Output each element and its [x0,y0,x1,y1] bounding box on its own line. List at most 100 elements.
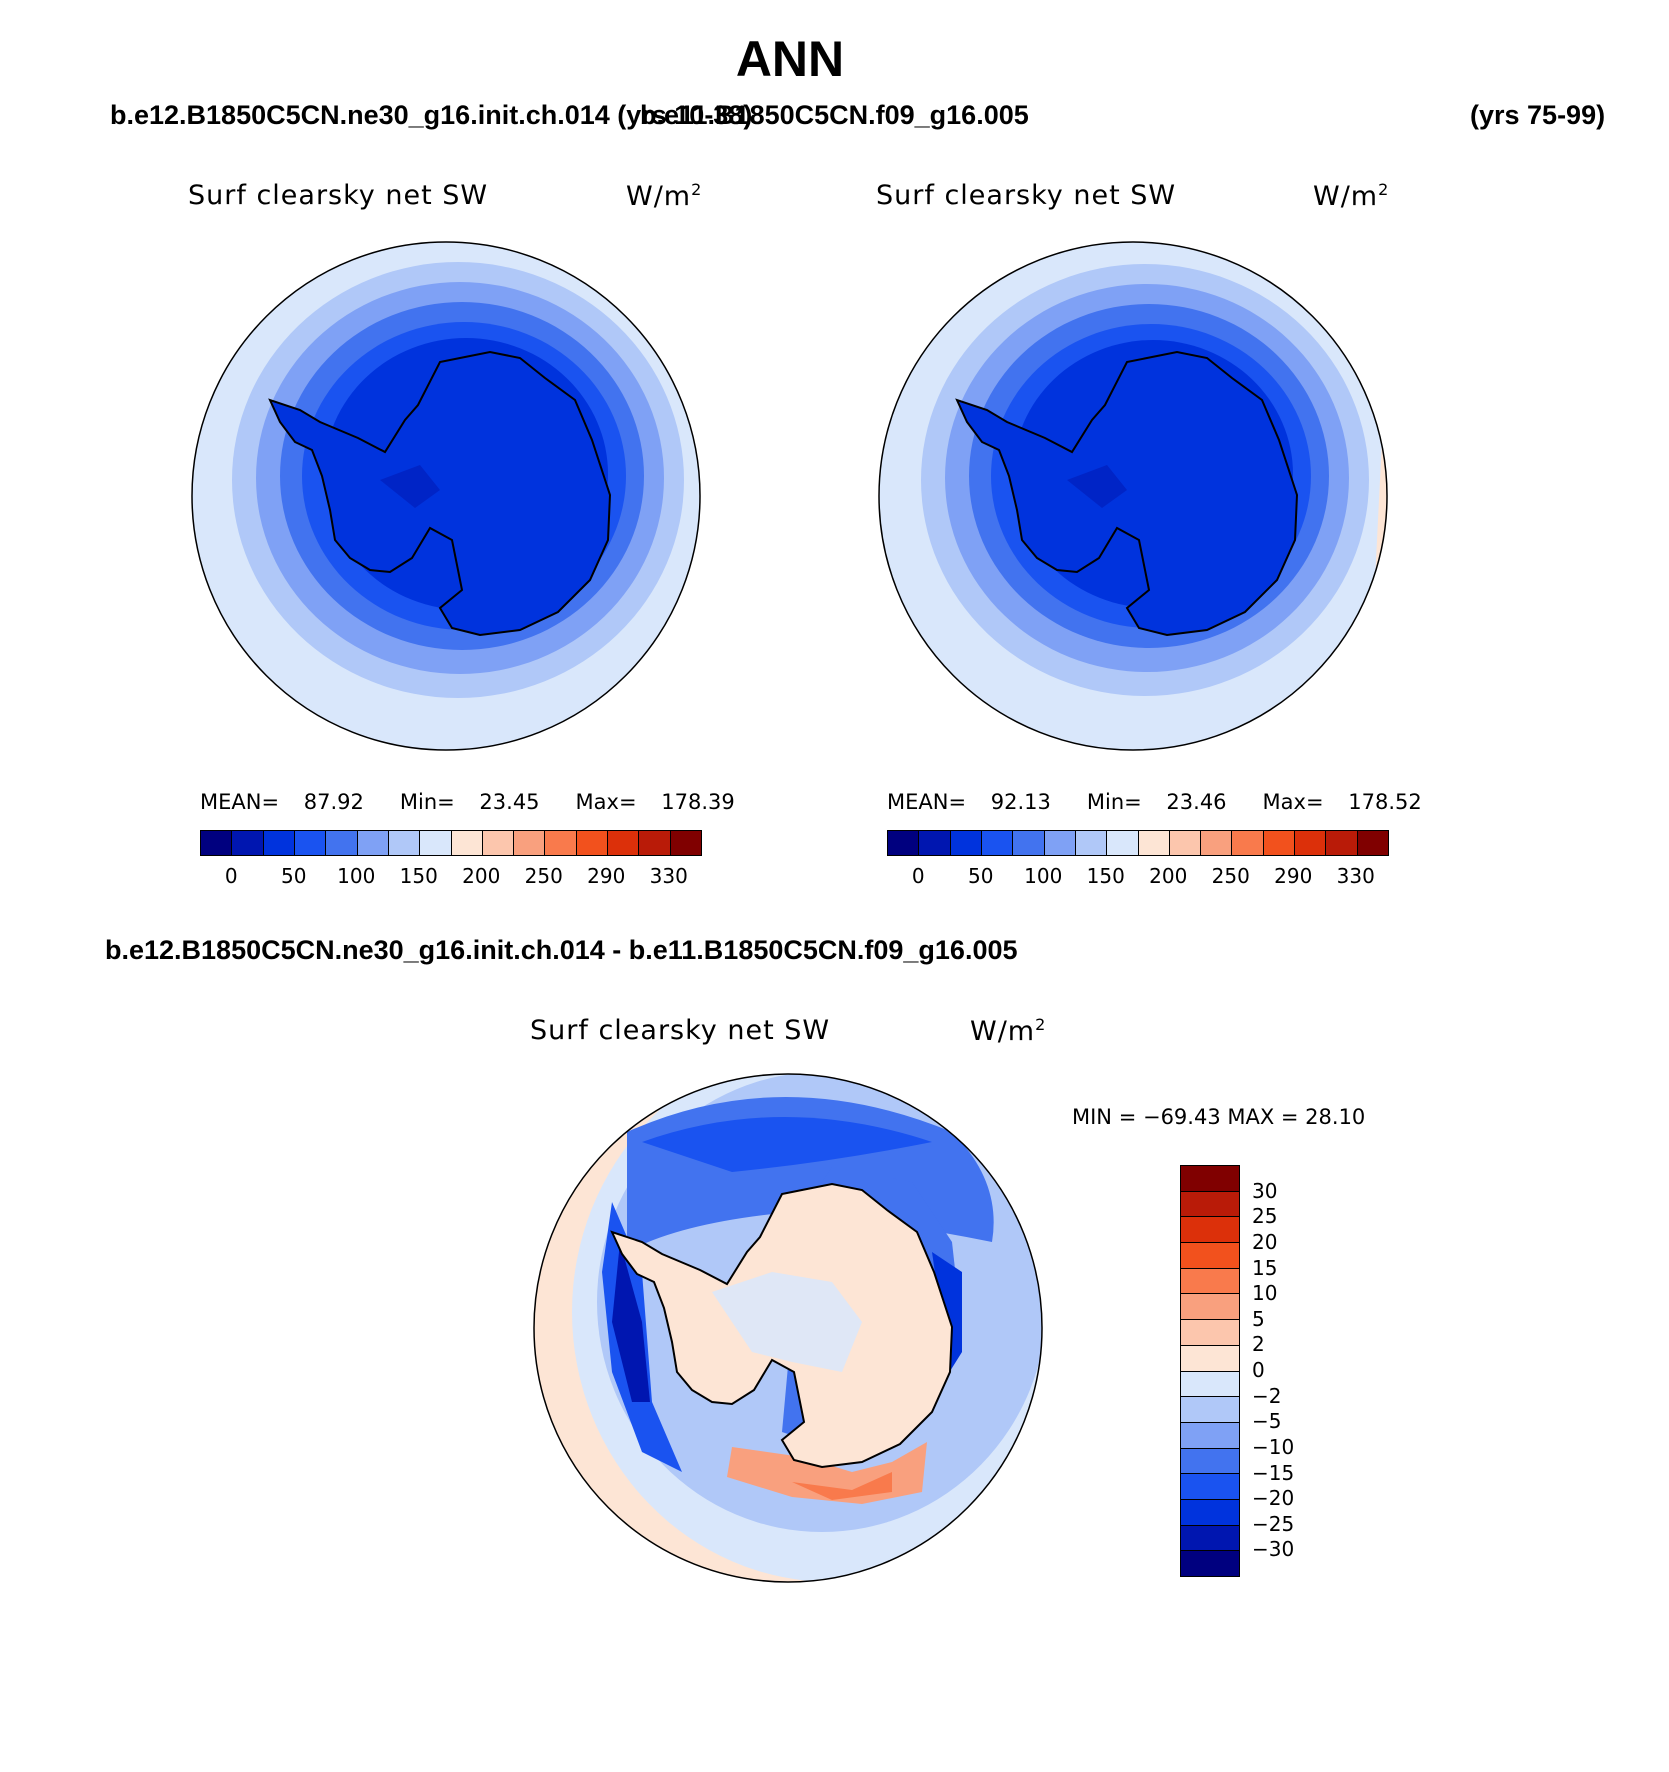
colorbar-swatch [1181,1474,1239,1500]
colorbar-swatch [294,831,327,855]
colorbar-tick-label: 2 [1252,1332,1265,1357]
colorbar-tick-label: −15 [1252,1460,1295,1485]
colorbar-swatch [326,831,358,855]
colorbar-swatch [1181,1397,1239,1423]
colorbar-swatch [888,831,920,855]
colorbar-swatch [1181,1422,1239,1449]
panel1-units: W/m2 [626,180,703,212]
colorbar-tick-label: 330 [1336,864,1375,888]
colorbar-swatch [1181,1320,1239,1346]
colorbar-swatch [201,831,233,855]
colorbar-swatch [388,831,421,855]
colorbar-swatch [1181,1217,1239,1244]
colorbar-swatch [451,831,483,855]
colorbar-tick-label: 25 [1252,1204,1278,1229]
colorbar-swatch [639,831,671,855]
colorbar-tick-label: 10 [1252,1281,1278,1306]
panel2-colorbar [887,830,1389,856]
panel1-colorbar [200,830,702,856]
colorbar-swatch [1181,1371,1239,1398]
colorbar-tick-label: 0 [224,864,238,888]
colorbar-swatch [576,831,609,855]
diff-minmax: MIN = −69.43 MAX = 28.10 [1072,1105,1366,1129]
colorbar-tick-label: 250 [524,864,563,888]
diff-map [533,1073,1043,1583]
colorbar-tick-label: 20 [1252,1229,1278,1254]
colorbar-swatch [981,831,1014,855]
diff-units: W/m2 [970,1015,1047,1047]
colorbar-swatch [1013,831,1045,855]
colorbar-swatch [919,831,951,855]
colorbar-tick-label: 5 [1252,1306,1265,1331]
colorbar-swatch [232,831,264,855]
panel1-antarctica-outline [268,350,612,637]
colorbar-tick-label: 250 [1211,864,1250,888]
colorbar-tick-label: 200 [1149,864,1188,888]
colorbar-tick-label: 0 [911,864,925,888]
colorbar-tick-label: −2 [1252,1383,1282,1408]
colorbar-swatch [1138,831,1170,855]
colorbar-swatch [1181,1525,1239,1552]
colorbar-swatch [950,831,982,855]
colorbar-swatch [1181,1499,1239,1526]
colorbar-swatch [482,831,515,855]
page-title: ANN [735,31,845,87]
colorbar-swatch [1181,1551,1239,1576]
colorbar-swatch [1232,831,1264,855]
colorbar-swatch [1181,1191,1239,1218]
colorbar-tick-label: 100 [1024,864,1063,888]
right-case-label: b.e11.B1850C5CN.f09_g16.005 [640,100,1029,130]
colorbar-tick-label: 50 [968,864,994,888]
colorbar-tick-label: −25 [1252,1511,1295,1536]
colorbar-swatch [1169,831,1202,855]
colorbar-tick-label: 150 [1086,864,1125,888]
colorbar-swatch [1326,831,1358,855]
diff-variable: Surf clearsky net SW [530,1015,831,1046]
panel1-variable: Surf clearsky net SW [188,180,489,211]
colorbar-swatch [1181,1166,1239,1192]
colorbar-tick-label: 0 [1252,1358,1265,1382]
panel2-map [878,241,1388,751]
colorbar-swatch [608,831,640,855]
right-years-label: (yrs 75-99) [1470,100,1606,130]
panel2-variable: Surf clearsky net SW [876,180,1177,211]
colorbar-tick-label: −30 [1252,1537,1295,1562]
colorbar-swatch [1181,1243,1239,1269]
colorbar-swatch [420,831,452,855]
colorbar-tick-label: −20 [1252,1486,1295,1511]
colorbar-swatch [1044,831,1076,855]
colorbar-tick-label: 330 [649,864,688,888]
diff-case-label: b.e12.B1850C5CN.ne30_g16.init.ch.014 - b… [105,935,1018,965]
colorbar-swatch [514,831,546,855]
colorbar-swatch [1181,1345,1239,1372]
colorbar-swatch [1263,831,1296,855]
panel2-antarctica-outline [955,350,1299,637]
colorbar-swatch [1075,831,1108,855]
panel1-stats: MEAN= 87.92 Min= 23.45 Max= 178.39 [200,790,735,814]
panel1-map [191,241,701,751]
colorbar-swatch [1181,1268,1239,1295]
colorbar-tick-label: 30 [1252,1178,1278,1203]
diff-colorbar [1180,1165,1240,1577]
colorbar-tick-label: −5 [1252,1409,1282,1434]
colorbar-swatch [1181,1294,1239,1321]
colorbar-swatch [1295,831,1327,855]
left-case-label: b.e12.B1850C5CN.ne30_g16.init.ch.014 (yr… [110,100,753,130]
colorbar-tick-label: 200 [462,864,501,888]
colorbar-tick-label: 150 [399,864,438,888]
panel2-stats: MEAN= 92.13 Min= 23.46 Max= 178.52 [887,790,1422,814]
colorbar-tick-label: 290 [587,864,626,888]
colorbar-swatch [1357,831,1388,855]
colorbar-swatch [545,831,577,855]
colorbar-tick-label: 15 [1252,1255,1278,1280]
colorbar-swatch [357,831,389,855]
colorbar-swatch [263,831,295,855]
colorbar-tick-label: 50 [281,864,307,888]
colorbar-tick-label: 290 [1274,864,1313,888]
colorbar-swatch [1107,831,1139,855]
colorbar-swatch [670,831,701,855]
colorbar-swatch [1181,1448,1239,1475]
colorbar-swatch [1201,831,1233,855]
colorbar-tick-label: 100 [337,864,376,888]
colorbar-tick-label: −10 [1252,1434,1295,1459]
